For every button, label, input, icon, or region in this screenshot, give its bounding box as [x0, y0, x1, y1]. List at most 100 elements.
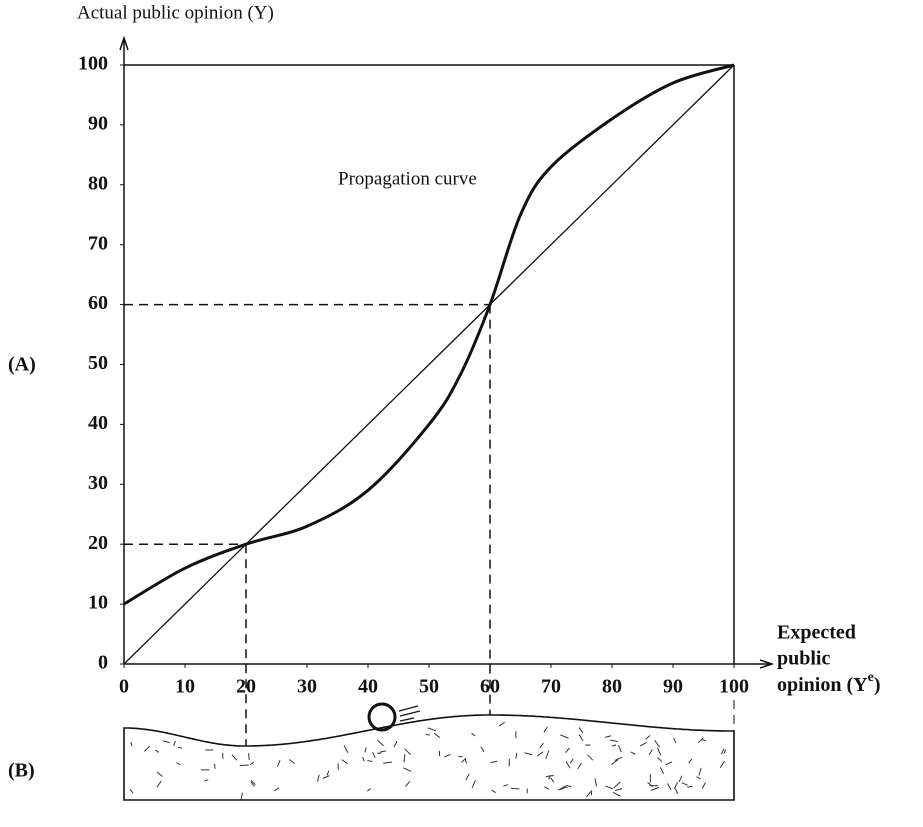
- ground-speck: [566, 785, 572, 787]
- ground-speck: [367, 759, 373, 762]
- y-tick-label: 80: [88, 172, 108, 194]
- ground-speck: [156, 780, 162, 788]
- ground-speck: [498, 721, 505, 727]
- ground-speck: [156, 771, 163, 777]
- ground-speck: [647, 782, 654, 788]
- ground-speck: [372, 751, 376, 758]
- ground-speck: [678, 775, 683, 783]
- y-tick-label: 90: [88, 112, 108, 134]
- ground-speck: [326, 770, 330, 776]
- ground-speck: [645, 735, 651, 740]
- ground-speck: [639, 742, 647, 747]
- ground-speck: [250, 782, 255, 787]
- ground-speck: [510, 787, 520, 790]
- ground-speck: [176, 762, 181, 766]
- ground-speck: [614, 756, 623, 761]
- ground-speck: [701, 782, 706, 789]
- ground-speck: [586, 791, 592, 798]
- ground-speck: [543, 726, 548, 733]
- diagonal-line: [123, 64, 735, 665]
- ground-speck: [648, 749, 653, 755]
- ground-speck: [503, 784, 509, 787]
- ground-speck: [490, 760, 498, 764]
- ground-speck: [173, 740, 176, 746]
- ground-speck: [594, 778, 598, 787]
- ground-speck: [605, 785, 614, 790]
- ground-speck: [560, 787, 566, 791]
- ground-speck: [557, 785, 567, 791]
- ground-speck: [536, 751, 544, 757]
- y-axis-label: Actual public opinion (Y): [77, 2, 274, 23]
- ground-speck: [471, 732, 476, 737]
- y-tick-label: 60: [88, 292, 108, 314]
- x-tick-label: 30: [297, 676, 317, 698]
- ground-speck: [673, 737, 677, 744]
- y-tick-label: 50: [88, 352, 108, 374]
- ground-speck: [524, 752, 533, 756]
- x-tick-label: 70: [541, 676, 561, 698]
- ground-speck: [659, 767, 665, 774]
- x-tick-label: 0: [119, 676, 129, 698]
- ground-speck: [143, 745, 151, 752]
- ground-speck: [249, 761, 255, 766]
- x-tick-label: 80: [602, 676, 622, 698]
- x-tick-label: 40: [358, 676, 378, 698]
- ground-speck: [404, 748, 411, 756]
- ground-speck: [545, 750, 550, 760]
- ground-speck: [515, 752, 518, 759]
- ground-speck: [719, 760, 725, 769]
- ground-speck: [720, 748, 725, 755]
- ground-speck: [130, 741, 133, 747]
- ground-speck: [443, 753, 451, 758]
- y-tick-label: 30: [88, 472, 108, 494]
- ground-speck: [177, 746, 183, 749]
- propagation-curve: [123, 63, 735, 606]
- ground-speck: [698, 767, 702, 776]
- ground-speck: [341, 759, 348, 765]
- ground-speck: [461, 757, 467, 763]
- ground-speck: [681, 782, 688, 786]
- ground-speck: [657, 747, 662, 756]
- x-axis-label: opinion (Ye): [777, 670, 880, 695]
- ground-speck: [650, 786, 660, 791]
- ground-speck: [696, 776, 701, 780]
- ground-speck: [433, 732, 441, 738]
- ground-speck: [612, 791, 621, 797]
- ground-speck: [364, 747, 367, 753]
- ground-speck: [155, 749, 160, 753]
- ground-speck: [565, 761, 571, 769]
- y-tick-label: 10: [88, 592, 108, 614]
- ground-speck: [539, 742, 544, 748]
- ground-speck: [316, 774, 320, 782]
- ground-speck: [611, 759, 619, 765]
- x-axis-label-suffix: ): [874, 674, 881, 696]
- ground-speck: [604, 735, 612, 738]
- y-tick-label: 70: [88, 232, 108, 254]
- ground-speck: [383, 761, 393, 764]
- ground-speck: [560, 734, 569, 739]
- ground-speck: [609, 739, 618, 743]
- ground-speck: [288, 759, 295, 765]
- ground-speck: [550, 777, 555, 783]
- ground-speck: [405, 781, 411, 787]
- ground-speck: [613, 781, 621, 789]
- y-arrow: [119, 35, 129, 51]
- x-tick-label: 90: [663, 676, 683, 698]
- ground-speck: [276, 759, 281, 768]
- ground-speck: [577, 762, 582, 770]
- ground-speck: [491, 789, 496, 794]
- x-axis-label-sup: e: [868, 670, 874, 685]
- ground: [123, 714, 735, 801]
- ground-speck: [657, 757, 663, 762]
- motion-lines: [398, 705, 421, 722]
- ground-speck: [617, 745, 622, 753]
- ground-speck: [569, 758, 574, 764]
- ground-speck: [614, 788, 623, 792]
- ground-speck: [700, 739, 707, 742]
- ball: [367, 702, 397, 732]
- ground-speck: [630, 751, 636, 755]
- ground-speck: [367, 788, 371, 792]
- ground-speck: [427, 727, 437, 732]
